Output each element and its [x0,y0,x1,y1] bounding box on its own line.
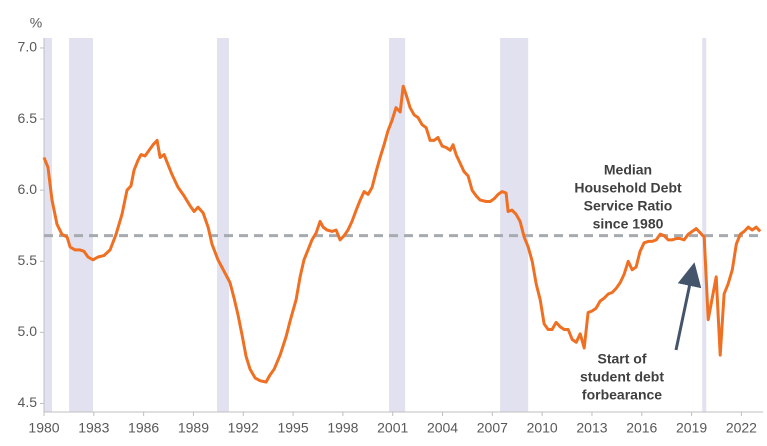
x-tick-label: 1992 [228,420,259,436]
recession-band [69,38,93,412]
x-tick-label: 1983 [78,420,109,436]
y-tick-label: 5.5 [18,252,38,268]
x-tick-label: 1995 [277,420,308,436]
data-line [42,84,762,384]
y-tick-label: 5.0 [18,323,38,339]
y-tick-label: 4.5 [18,394,38,410]
recession-band [702,38,707,412]
x-tick-label: 2013 [576,420,607,436]
y-axis-label: % [30,15,42,31]
x-tick-label: 2004 [427,420,458,436]
median-label: since 1980 [593,216,664,232]
recession-band [389,38,406,412]
x-tick-label: 2016 [626,420,657,436]
median-label: Household Debt [574,180,682,196]
x-tick-label: 2019 [676,420,707,436]
median-label: Service Ratio [584,198,673,214]
x-tick-label: 2022 [726,420,757,436]
x-tick-label: 1989 [178,420,209,436]
y-tick-label: 6.5 [18,110,38,126]
x-tick-label: 2007 [477,420,508,436]
y-tick-label: 7.0 [18,39,38,55]
y-tick-label: 6.0 [18,181,38,197]
x-tick-label: 1998 [327,420,358,436]
annotation-label: forbearance [582,387,662,403]
annotation-label: Start of [598,351,647,367]
median-label: Median [604,162,652,178]
recession-band [217,38,229,412]
annotation-label: student debt [580,369,664,385]
recession-band [500,38,529,412]
annotation-arrow [674,262,702,351]
x-tick-label: 1986 [128,420,159,436]
x-tick-label: 1980 [28,420,59,436]
x-tick-label: 2010 [527,420,558,436]
x-tick-label: 2001 [377,420,408,436]
recession-band [44,38,52,412]
